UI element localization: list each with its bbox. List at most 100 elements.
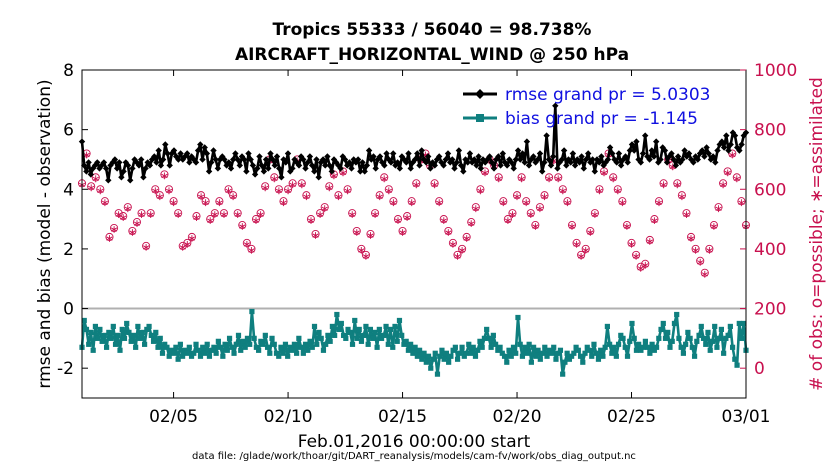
bias-point [645, 344, 651, 350]
bias-point [97, 326, 103, 333]
x-axis-ticks: 02/05 02/10 02/15 02/20 02/25 03/01 [149, 70, 771, 427]
bias-point [144, 326, 150, 333]
rmse-point [271, 162, 278, 169]
rmse-point [604, 156, 612, 163]
rmse-point [319, 156, 327, 163]
obs-assimilated-point [385, 187, 393, 195]
bias-point [162, 341, 168, 347]
bias-point [425, 353, 432, 359]
bias-point [595, 356, 602, 362]
bias-point [434, 371, 441, 377]
obs-assimilated-point [197, 193, 205, 201]
bias-point [81, 317, 87, 324]
bias-point [202, 350, 208, 356]
obs-assimilated-point [564, 199, 571, 207]
rmse-point [262, 156, 270, 163]
rmse-point [232, 150, 239, 157]
bias-point [139, 329, 145, 335]
bias-point [446, 359, 452, 365]
obs-assimilated-point [321, 205, 328, 213]
bias-point [399, 332, 405, 338]
bias-point [551, 344, 557, 350]
rmse-point [473, 162, 480, 169]
bias-point [148, 332, 154, 338]
rmse-point [396, 165, 403, 172]
bias-point [602, 344, 608, 350]
bias-point [267, 350, 273, 356]
rmse-point [626, 147, 634, 154]
bias-point [504, 359, 510, 365]
rmse-point [449, 156, 456, 163]
rmse-point [545, 156, 552, 163]
rmse-point [203, 150, 211, 157]
bias-point [235, 332, 242, 338]
bias-point [515, 314, 521, 321]
rmse-point [302, 165, 309, 172]
rmse-point [532, 159, 539, 166]
bias-point [696, 332, 702, 338]
bias-point [618, 332, 624, 338]
bias-point [307, 338, 313, 344]
rmse-point [256, 153, 263, 160]
obs-assimilated-point [381, 175, 388, 183]
bias-point [403, 338, 409, 344]
rmse-point [510, 165, 517, 172]
bias-point [92, 323, 99, 330]
rmse-point [166, 162, 173, 169]
rmse-point [679, 156, 686, 163]
obs-assimilated-point [390, 199, 397, 207]
rmse-point [177, 150, 184, 157]
bias-point [103, 344, 110, 350]
bias-point [685, 329, 691, 335]
obs-assimilated-point [339, 169, 347, 177]
bias-point [280, 350, 286, 356]
obs-assimilated-point [660, 181, 667, 189]
rmse-point [236, 162, 243, 169]
obs-assimilated-point [568, 223, 576, 230]
rmse-point [442, 156, 449, 163]
y-tick-label: 6 [63, 121, 74, 141]
y-right-tick-label: 1000 [754, 61, 797, 81]
obs-assimilated-point [706, 247, 713, 254]
obs-assimilated-point [257, 211, 264, 218]
bias-point [600, 353, 606, 359]
bias-point [548, 350, 555, 356]
obs-assimilated-point [289, 181, 296, 189]
rmse-point [484, 156, 491, 163]
bias-point [370, 335, 376, 341]
y-right-axis-label: # of obs: o=possible; ∗=assimilated [807, 77, 827, 391]
bias-point [278, 344, 284, 350]
bias-point [340, 332, 347, 338]
bias-point [251, 335, 257, 341]
bias-point [298, 344, 304, 350]
bias-point [247, 341, 253, 347]
bias-point [490, 332, 496, 338]
bias-point [401, 341, 407, 347]
y-tick-label: 8 [63, 61, 74, 81]
x-tick-label: 02/10 [264, 407, 313, 427]
y-tick-label: 2 [63, 240, 74, 260]
rmse-point [433, 156, 441, 163]
rmse-point [324, 153, 331, 160]
bias-point [121, 335, 128, 341]
rmse-point [199, 156, 206, 163]
bias-point [712, 323, 718, 330]
bias-point [501, 353, 508, 359]
obs-assimilated-point [582, 247, 589, 254]
bias-point [687, 335, 693, 341]
bias-point [437, 353, 443, 359]
bias-point [352, 317, 358, 324]
rmse-point [657, 156, 664, 163]
bias-point [372, 329, 378, 335]
rmse-point [94, 159, 101, 166]
rmse-point [486, 153, 493, 160]
rmse-point [254, 165, 261, 172]
obs-assimilated-point [403, 214, 411, 221]
obs-assimilated-point [284, 187, 292, 195]
bias-point [184, 350, 190, 356]
rmse-point [543, 132, 550, 139]
rmse-point [688, 156, 695, 163]
obs-assimilated-point [371, 211, 379, 218]
bias-point [667, 344, 673, 350]
rmse-point [304, 159, 311, 166]
